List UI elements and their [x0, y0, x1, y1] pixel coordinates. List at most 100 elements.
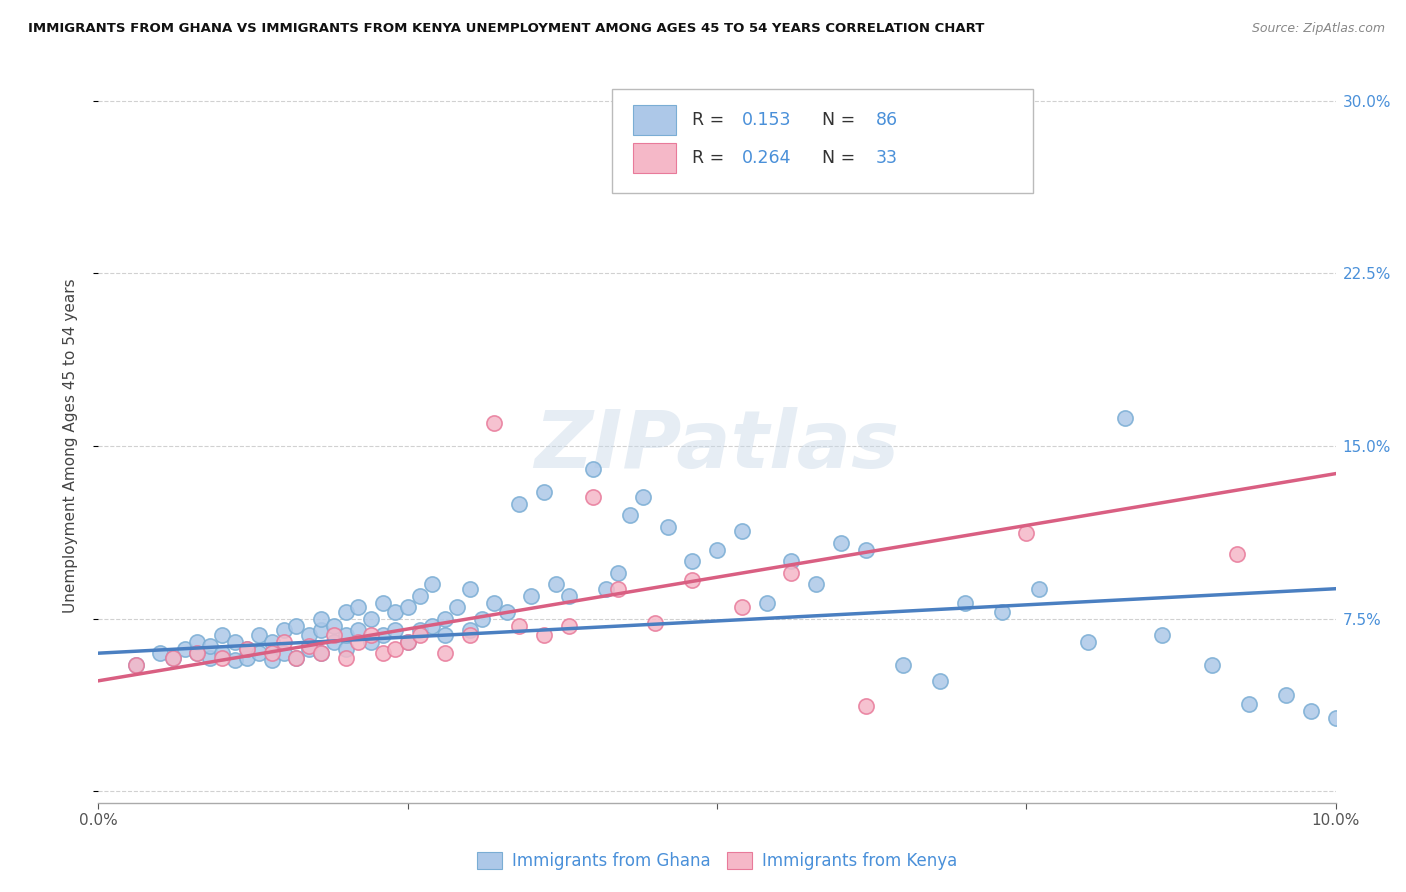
- Text: 0.153: 0.153: [742, 111, 792, 128]
- Point: [285, 618, 308, 632]
- Legend: Immigrants from Ghana, Immigrants from Kenya: Immigrants from Ghana, Immigrants from K…: [470, 845, 965, 877]
- Point: [1152, 628, 1174, 642]
- Text: IMMIGRANTS FROM GHANA VS IMMIGRANTS FROM KENYA UNEMPLOYMENT AMONG AGES 45 TO 54 : IMMIGRANTS FROM GHANA VS IMMIGRANTS FROM…: [28, 22, 984, 36]
- Point: [309, 623, 332, 637]
- Point: [247, 628, 270, 642]
- Point: [433, 646, 456, 660]
- Point: [409, 628, 432, 642]
- Text: R =: R =: [692, 150, 730, 168]
- Point: [1324, 711, 1347, 725]
- Point: [582, 462, 605, 476]
- Point: [198, 640, 221, 654]
- Point: [149, 646, 172, 660]
- Point: [347, 634, 370, 648]
- Point: [508, 618, 530, 632]
- Bar: [633, 144, 676, 173]
- Point: [546, 577, 568, 591]
- Point: [1299, 704, 1322, 718]
- Point: [162, 650, 184, 665]
- Point: [520, 589, 543, 603]
- Point: [396, 634, 419, 648]
- Point: [360, 628, 382, 642]
- Point: [186, 646, 208, 660]
- Point: [484, 416, 506, 430]
- Point: [595, 582, 617, 596]
- Point: [260, 634, 283, 648]
- Point: [582, 490, 605, 504]
- Point: [124, 657, 146, 672]
- Point: [309, 646, 332, 660]
- Point: [211, 650, 233, 665]
- Point: [322, 628, 344, 642]
- Point: [335, 628, 357, 642]
- Point: [1028, 582, 1050, 596]
- Point: [211, 628, 233, 642]
- Point: [533, 628, 555, 642]
- Point: [731, 600, 754, 615]
- Point: [224, 634, 246, 648]
- Text: ZIPatlas: ZIPatlas: [534, 407, 900, 485]
- Point: [422, 577, 444, 591]
- Point: [644, 616, 666, 631]
- Point: [236, 650, 259, 665]
- Point: [396, 600, 419, 615]
- Point: [409, 589, 432, 603]
- Point: [755, 595, 778, 609]
- Point: [371, 628, 394, 642]
- Text: R =: R =: [692, 111, 730, 128]
- Point: [557, 589, 579, 603]
- Point: [335, 641, 357, 656]
- Y-axis label: Unemployment Among Ages 45 to 54 years: Unemployment Among Ages 45 to 54 years: [63, 278, 77, 614]
- Point: [607, 566, 630, 580]
- Point: [446, 600, 468, 615]
- Point: [273, 646, 295, 660]
- Point: [260, 653, 283, 667]
- Text: N =: N =: [823, 111, 860, 128]
- Point: [891, 657, 914, 672]
- Point: [433, 628, 456, 642]
- Point: [631, 490, 654, 504]
- Point: [247, 646, 270, 660]
- Point: [780, 554, 803, 568]
- Point: [1077, 634, 1099, 648]
- Point: [780, 566, 803, 580]
- Point: [990, 605, 1012, 619]
- Point: [855, 542, 877, 557]
- Text: 33: 33: [876, 150, 897, 168]
- Point: [681, 573, 703, 587]
- Text: Source: ZipAtlas.com: Source: ZipAtlas.com: [1251, 22, 1385, 36]
- Point: [396, 634, 419, 648]
- Point: [422, 618, 444, 632]
- Point: [384, 641, 406, 656]
- Point: [347, 623, 370, 637]
- Point: [224, 653, 246, 667]
- Point: [236, 641, 259, 656]
- Point: [1275, 688, 1298, 702]
- Point: [335, 605, 357, 619]
- Point: [371, 595, 394, 609]
- Point: [471, 612, 494, 626]
- Point: [681, 554, 703, 568]
- Point: [347, 600, 370, 615]
- Point: [830, 535, 852, 549]
- Point: [1226, 547, 1249, 561]
- Point: [607, 582, 630, 596]
- Point: [298, 628, 321, 642]
- Point: [124, 657, 146, 672]
- Point: [285, 650, 308, 665]
- Text: N =: N =: [823, 150, 860, 168]
- Point: [298, 640, 321, 654]
- Point: [1015, 526, 1038, 541]
- Point: [273, 634, 295, 648]
- Point: [322, 618, 344, 632]
- Point: [1201, 657, 1223, 672]
- Point: [174, 641, 197, 656]
- Point: [162, 650, 184, 665]
- Point: [360, 612, 382, 626]
- Point: [186, 646, 208, 660]
- Point: [508, 497, 530, 511]
- Point: [186, 634, 208, 648]
- Point: [198, 650, 221, 665]
- Point: [495, 605, 517, 619]
- Point: [657, 519, 679, 533]
